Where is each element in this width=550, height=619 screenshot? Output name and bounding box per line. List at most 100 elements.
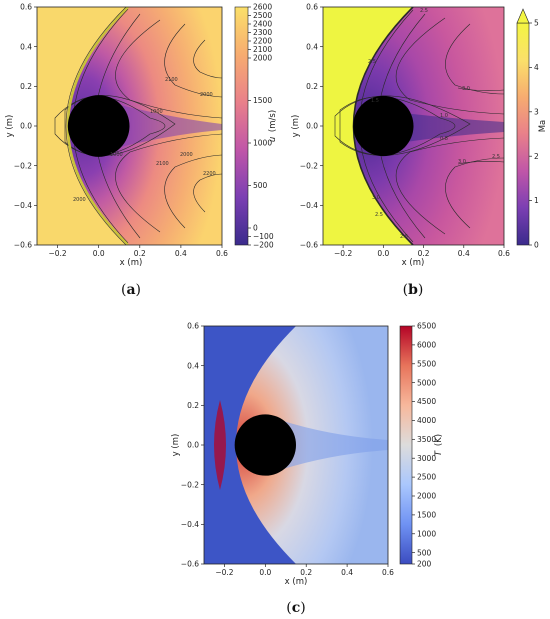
colorbar-tick-label: 2: [534, 152, 539, 161]
panel-c-colorbar-var: T: [434, 450, 444, 456]
y-tick-label: 0.0: [306, 122, 318, 131]
colorbar-tick-label: 1500: [253, 96, 272, 105]
panel-c-x-ticks: −0.2 0.0 0.2 0.4 0.6: [215, 564, 394, 577]
panel-b-ylabel: y (m): [291, 115, 301, 138]
panel-b-contour-label: 2.5: [492, 154, 500, 160]
panel-b-contour-label: 2.5: [375, 212, 383, 218]
panel-c-field: [204, 326, 388, 564]
panel-a-ylabel: y (m): [5, 115, 15, 138]
panel-b-caption-letter: b: [408, 282, 418, 298]
y-tick-label: 0.4: [187, 361, 199, 370]
y-tick-label: −0.2: [181, 480, 199, 489]
y-tick-label: −0.6: [14, 241, 32, 250]
colorbar-tick-label: 0: [534, 241, 539, 250]
panel-b-field: 2.5 3.0 2.5 1.5 1.0 0.8 3.0 2.5 2.5 3.0 …: [323, 7, 504, 245]
colorbar-tick-label: 6000: [417, 340, 436, 349]
panel-c: −0.2 0.0 0.2 0.4 0.6 0.6 0.4 0.2 0.0 −0.2 −0.4 −0.…: [171, 322, 444, 616]
colorbar-tick-label: 5000: [417, 378, 436, 387]
y-tick-label: −0.2: [14, 161, 32, 170]
panel-a-y-ticks: 0.6 0.4 0.2 0.0 −0.2 −0.4 −0.6: [14, 3, 37, 250]
panel-b-contour-label: 3.0: [458, 159, 466, 165]
colorbar-tick-label: 4000: [417, 416, 436, 425]
colorbar-tick-label: 500: [417, 548, 432, 557]
colorbar-tick-label: 4500: [417, 397, 436, 406]
colorbar-tick-label: 1000: [417, 529, 436, 538]
panel-a-contour-label: 1000: [150, 109, 163, 115]
panel-a-caption: (a): [121, 282, 141, 298]
panel-c-body: [234, 414, 296, 476]
y-tick-label: 0.2: [187, 401, 199, 410]
x-tick-label: 0.6: [498, 249, 510, 258]
panel-b-y-ticks: 0.6 0.4 0.2 0.0 −0.2 −0.4 −0.6: [300, 3, 323, 250]
panel-a-caption-letter: a: [126, 282, 135, 298]
x-tick-label: 0.4: [175, 249, 187, 258]
colorbar-tick-label: 3500: [417, 435, 436, 444]
panel-a-colorbar: [234, 6, 249, 246]
panel-a-colorbar-unit: (m/s): [268, 110, 278, 132]
panel-b-body: [353, 95, 414, 157]
panel-b-caption: (b): [403, 282, 424, 298]
y-tick-label: −0.4: [14, 201, 32, 210]
y-tick-label: −0.4: [181, 520, 199, 529]
colorbar-tick-label: 4: [534, 63, 539, 72]
x-tick-label: 0.4: [458, 249, 470, 258]
y-tick-label: 0.6: [20, 3, 32, 12]
y-tick-label: −0.6: [300, 241, 318, 250]
x-tick-label: 0.2: [300, 568, 312, 577]
colorbar-tick-label: 1500: [417, 510, 436, 519]
y-tick-label: 0.4: [20, 42, 32, 51]
colorbar-tick-label: 500: [253, 181, 268, 190]
x-tick-label: 0.6: [382, 568, 394, 577]
x-tick-label: 0.2: [418, 249, 430, 258]
panel-b-colorbar-label: Ma: [538, 120, 548, 133]
y-tick-label: −0.4: [300, 201, 318, 210]
x-tick-label: 0.0: [259, 568, 271, 577]
panel-b-contour-label: 2.5: [368, 59, 376, 65]
panel-b-x-ticks: −0.2 0.0 0.2 0.4 0.6: [334, 245, 510, 258]
panel-c-colorbar-unit: (K): [434, 434, 444, 446]
panel-a-xlabel: x (m): [120, 258, 143, 268]
colorbar-tick-label: 2000: [253, 54, 272, 63]
panel-b-contour-label: 2.5: [420, 8, 428, 14]
colorbar-tick-label: 2100: [253, 45, 272, 54]
panel-a-contour-label: 2200: [203, 171, 216, 177]
colorbar-tick-label: 2500: [417, 473, 436, 482]
panel-a-body: [67, 95, 130, 157]
y-tick-label: 0.6: [187, 322, 199, 331]
panel-c-caption: (c): [286, 600, 305, 616]
panel-b-contour-label: 0.8: [440, 136, 448, 142]
colorbar-tick-label: 200: [417, 560, 432, 569]
panel-a-colorbar-label: u (m/s): [268, 110, 278, 142]
panel-c-y-ticks: 0.6 0.4 0.2 0.0 −0.2 −0.4 −0.6: [181, 322, 204, 569]
panel-a-colorbar-var: u: [268, 137, 278, 142]
panel-a-contour-label: 2100: [165, 77, 178, 83]
colorbar-tick-label: 3000: [417, 454, 436, 463]
panel-b-contour-label: 3.0: [462, 86, 470, 92]
panel-b: 2.5 3.0 2.5 1.5 1.0 0.8 3.0 2.5 2.5 3.0 …: [291, 3, 548, 298]
panel-b-xlabel: x (m): [402, 258, 425, 268]
colorbar-tick-label: 2500: [253, 11, 272, 20]
panel-a-contour-label: 2000: [200, 92, 213, 98]
panel-a-contour-label: 2000: [180, 152, 193, 158]
panel-c-colorbar: [399, 325, 413, 565]
colorbar-tick-label: 5: [534, 19, 539, 28]
panel-c-stagnation-hot: [214, 400, 226, 490]
x-tick-label: 0.2: [134, 249, 146, 258]
x-tick-label: −0.2: [215, 568, 233, 577]
colorbar-tick-label: 0: [253, 224, 258, 233]
y-tick-label: 0.6: [306, 3, 318, 12]
colorbar-tick-label: 6500: [417, 322, 436, 331]
colorbar-tick-label: 2200: [253, 37, 272, 46]
panel-c-caption-letter: c: [292, 600, 301, 616]
panel-a-x-ticks: −0.2 0.0 0.2 0.4 0.6: [48, 245, 228, 258]
colorbar-tick-label: −200: [253, 241, 274, 250]
panel-a-field: 2100 2000 1000 1000 2000 2100 2200 2000: [37, 7, 222, 245]
panel-b-contour-label: 1.0: [440, 113, 448, 119]
x-tick-label: −0.2: [48, 249, 66, 258]
x-tick-label: 0.0: [377, 249, 389, 258]
x-tick-label: 0.0: [93, 249, 105, 258]
y-tick-label: 0.2: [20, 82, 32, 91]
panel-b-colorbar-extend-arrow: [516, 8, 530, 24]
y-tick-label: −0.6: [181, 560, 199, 569]
